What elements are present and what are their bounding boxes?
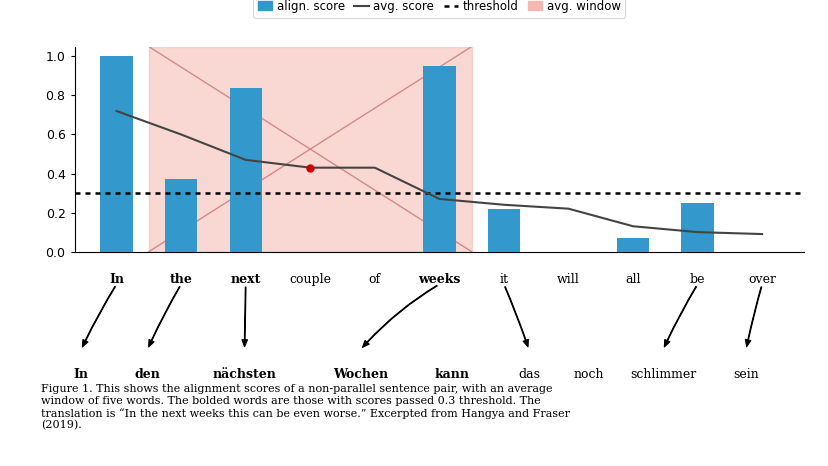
Text: nächsten: nächsten bbox=[212, 368, 277, 381]
Legend: align. score, avg. score, threshold, avg. window: align. score, avg. score, threshold, avg… bbox=[253, 0, 624, 18]
Text: In: In bbox=[109, 273, 124, 286]
Bar bbox=[100, 56, 132, 252]
Text: all: all bbox=[624, 273, 640, 286]
Text: Wochen: Wochen bbox=[333, 368, 388, 381]
Bar bbox=[165, 179, 197, 252]
Text: be: be bbox=[689, 273, 705, 286]
Text: das: das bbox=[518, 368, 539, 381]
Text: weeks: weeks bbox=[417, 273, 460, 286]
Bar bbox=[423, 66, 455, 252]
Text: In: In bbox=[74, 368, 89, 381]
Text: the: the bbox=[170, 273, 192, 286]
Text: schlimmer: schlimmer bbox=[629, 368, 696, 381]
Bar bbox=[616, 238, 648, 252]
Bar bbox=[229, 88, 262, 252]
Text: over: over bbox=[747, 273, 775, 286]
Bar bbox=[487, 209, 519, 252]
Text: will: will bbox=[556, 273, 579, 286]
Text: noch: noch bbox=[573, 368, 603, 381]
Text: it: it bbox=[498, 273, 508, 286]
Text: Figure 1. This shows the alignment scores of a non-parallel sentence pair, with : Figure 1. This shows the alignment score… bbox=[41, 384, 570, 431]
Text: den: den bbox=[134, 368, 161, 381]
Bar bbox=[149, 47, 471, 252]
Text: next: next bbox=[230, 273, 261, 286]
Text: sein: sein bbox=[732, 368, 758, 381]
Text: couple: couple bbox=[289, 273, 331, 286]
Text: of: of bbox=[368, 273, 380, 286]
Text: kann: kann bbox=[434, 368, 469, 381]
Bar bbox=[681, 203, 713, 252]
